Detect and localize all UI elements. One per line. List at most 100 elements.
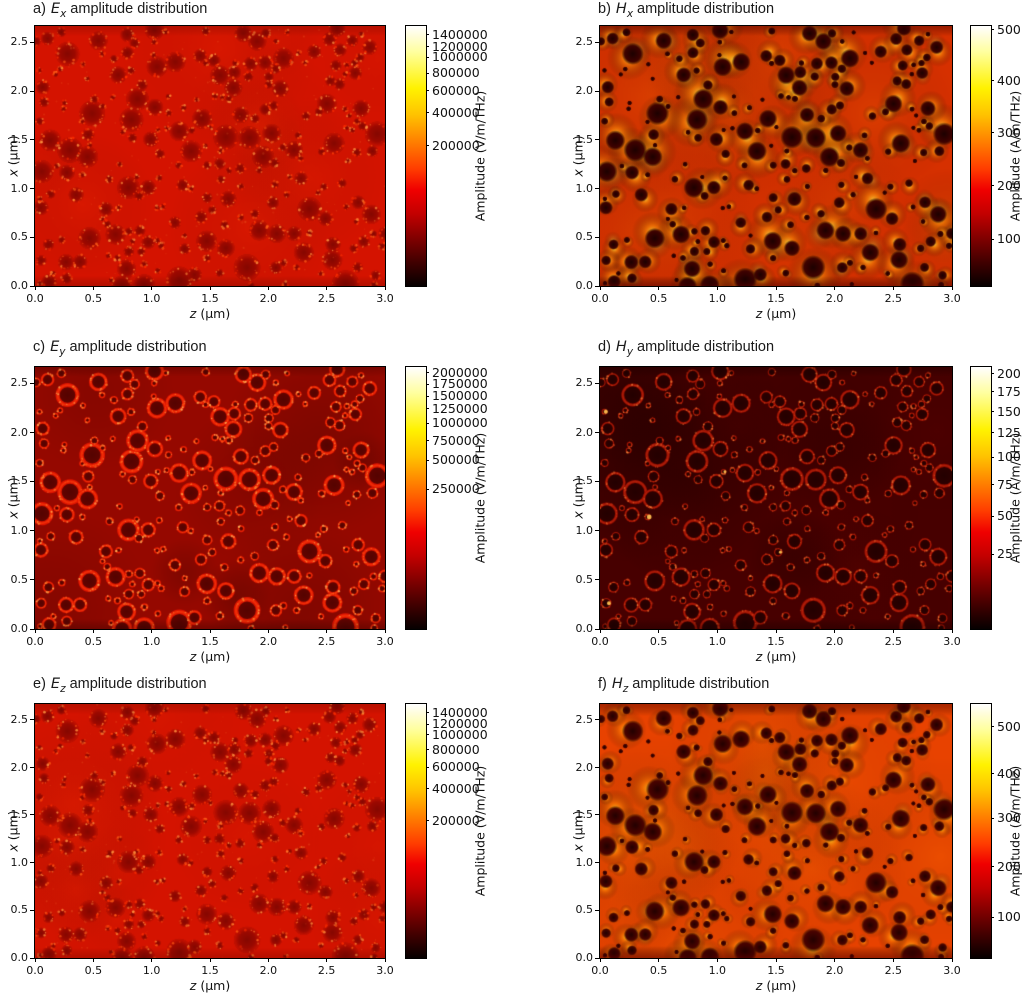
y-axis-tick (595, 41, 599, 43)
y-axis-label-unit: (μm) (570, 477, 586, 512)
colorbar-tick-label: 100 (997, 449, 1021, 465)
x-axis-tick (34, 629, 36, 633)
panel-title-rest: amplitude distribution (70, 1, 208, 17)
colorbar-tick (991, 411, 994, 413)
panel-title-rest: amplitude distribution (632, 676, 770, 692)
colorbar-tick (991, 238, 994, 240)
colorbar-tick (991, 185, 994, 187)
colorbar-tick-label: 1250000 (432, 400, 488, 416)
colorbar (405, 703, 427, 959)
x-axis-tick (775, 629, 777, 633)
y-axis-tick (595, 382, 599, 384)
y-axis-tick (30, 957, 34, 959)
x-axis-label-unit: (μm) (762, 649, 797, 664)
x-axis-tick (834, 286, 836, 290)
x-axis-label-unit: (μm) (196, 649, 231, 664)
y-axis-tick-label: 0.0 (10, 279, 29, 292)
x-axis-tick-label: 3.0 (376, 635, 394, 648)
colorbar-tick (991, 553, 994, 555)
x-axis-tick-label: 1.0 (142, 635, 161, 648)
x-axis-label: z (μm) (731, 306, 821, 321)
colorbar-tick-label: 1200000 (432, 38, 488, 54)
y-axis-tick (595, 188, 599, 189)
colorbar-tick-label: 600000 (432, 82, 480, 98)
panel-title: a) Ex amplitude distribution (33, 1, 207, 20)
y-axis-tick-label: 0.5 (10, 903, 29, 917)
colorbar-tick (426, 488, 429, 490)
y-axis-tick-label: 1.5 (10, 474, 29, 488)
x-axis-tick-label: 1.5 (201, 964, 219, 977)
y-axis-tick-label: 2.0 (10, 84, 29, 97)
colorbar-tick-label: 200 (997, 365, 1021, 381)
y-axis-tick-label: 2.5 (10, 35, 29, 49)
x-axis-tick (775, 286, 777, 290)
colorbar-tick (426, 145, 429, 147)
colorbar-tick (426, 372, 429, 374)
panel-title-symbol: E (50, 1, 61, 17)
y-axis-tick-label: 1.5 (10, 807, 29, 821)
x-axis-tick (599, 629, 601, 633)
x-axis-label: z (μm) (165, 978, 255, 993)
y-axis-tick-label: 1.5 (575, 474, 594, 488)
colorbar-label: Amplitude (V/m/THz) (472, 432, 488, 564)
y-axis-tick (30, 382, 34, 384)
y-axis-tick-label: 2.0 (575, 84, 594, 97)
colorbar-tick-label: 1500000 (432, 388, 488, 404)
x-axis-tick (209, 286, 211, 290)
x-axis-tick (267, 286, 269, 290)
y-axis-tick-label: 2.5 (575, 712, 594, 726)
plot-frame (599, 703, 953, 959)
y-axis-label: x (μm) (571, 135, 586, 176)
x-axis-tick-label: 0.5 (84, 635, 103, 648)
x-axis-tick-label: 2.5 (884, 292, 903, 305)
colorbar-tick (426, 766, 429, 768)
panel-title-prefix: a) (33, 1, 46, 17)
panel-title-symbol: H (615, 1, 627, 17)
colorbar-tick-label: 1200000 (432, 716, 488, 732)
colorbar-tick (426, 56, 429, 58)
colorbar-label: Amplitude (V/m/THz) (472, 90, 488, 222)
y-axis-tick (30, 579, 34, 581)
panel-title: d) Hy amplitude distribution (598, 339, 774, 358)
y-axis-tick-label: 0.0 (10, 951, 29, 964)
x-axis-tick-label: 2.5 (884, 964, 903, 977)
colorbar-tick-label: 100 (997, 909, 1021, 925)
x-axis-tick-label: 0.0 (591, 292, 609, 305)
x-axis-tick (951, 958, 953, 962)
y-axis-tick-label: 1.5 (575, 132, 594, 146)
y-axis-label: x (μm) (6, 477, 21, 518)
colorbar-tick-label: 200 (997, 177, 1021, 193)
colorbar-tick-label: 250000 (432, 481, 480, 497)
colorbar-tick (991, 817, 994, 819)
x-axis-tick (599, 286, 601, 290)
x-axis-tick (326, 958, 328, 962)
panel-title-prefix: e) (33, 676, 46, 692)
y-axis-tick (30, 719, 34, 721)
y-axis-tick-label: 0.0 (575, 622, 594, 635)
heatmap-canvas (600, 367, 952, 629)
y-axis-label-var: x (5, 169, 21, 177)
panel-title-subscript: y (59, 345, 66, 358)
y-axis-tick (30, 480, 34, 482)
panel-d: d) Hy amplitude distribution 0.0 0.5 1.0 1.5 2.… (512, 331, 1024, 664)
x-axis-tick-label: 0.0 (591, 964, 609, 977)
x-axis-tick (658, 629, 660, 633)
x-axis-tick (716, 958, 718, 962)
panel-title-rest: amplitude distribution (637, 1, 775, 17)
x-axis-tick-label: 0.5 (84, 292, 103, 305)
colorbar-tick (991, 726, 994, 728)
x-axis-tick-label: 1.0 (142, 292, 161, 305)
y-axis-tick (595, 90, 599, 92)
colorbar-tick-label: 200 (997, 858, 1021, 874)
x-axis-label-var: z (755, 649, 763, 664)
y-axis-tick (30, 139, 34, 141)
colorbar-tick (426, 440, 429, 442)
x-axis-tick (384, 286, 386, 290)
x-axis-tick-label: 0.5 (649, 964, 668, 977)
y-axis-tick (595, 432, 599, 433)
colorbar-tick (426, 788, 429, 790)
colorbar-tick-label: 1400000 (432, 704, 488, 720)
y-axis-tick (595, 530, 599, 532)
colorbar-label: Amplitude (A/m/THz) (1007, 765, 1023, 897)
x-axis-label-unit: (μm) (196, 978, 231, 993)
